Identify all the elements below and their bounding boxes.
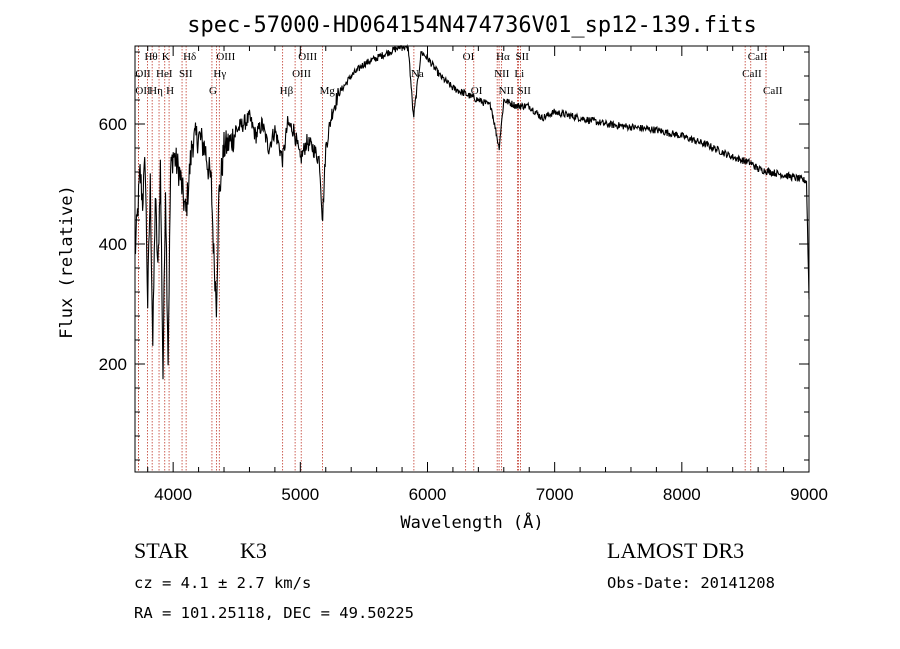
plot-frame bbox=[134, 45, 810, 473]
line-label-nii-20: NII bbox=[499, 85, 515, 97]
x-tick-label-4000: 4000 bbox=[154, 485, 192, 504]
coordinates: RA = 101.25118, DEC = 49.50225 bbox=[134, 604, 414, 622]
y-axis-label: Flux (relative) bbox=[57, 185, 77, 339]
spectral-line-labels: OII OII Hθ Hη HeI K SII H Hδ G Hγ OIII Hβ OIII OIII Mg N… bbox=[135, 51, 782, 97]
line-label-li-22: Li bbox=[514, 68, 524, 80]
line-label-hγ-10: Hγ bbox=[213, 68, 226, 80]
line-label-na-16: Na bbox=[411, 68, 424, 80]
line-label-h-7: H bbox=[166, 85, 174, 97]
line-label-caii-27: CaII bbox=[763, 85, 783, 97]
line-label-nii-19: NII bbox=[494, 68, 510, 80]
spectral-line-markers bbox=[138, 46, 767, 472]
x-tick-label-9000: 9000 bbox=[790, 485, 828, 504]
line-label-hδ-8: Hδ bbox=[183, 51, 196, 63]
chart-title: spec-57000-HD064154N474736V01_sp12-139.f… bbox=[187, 13, 757, 38]
line-label-caii-26: CaII bbox=[748, 51, 768, 63]
line-label-hei-4: HeI bbox=[156, 68, 173, 80]
x-tick-label-6000: 6000 bbox=[409, 485, 447, 504]
y-tick-label-400: 400 bbox=[99, 235, 127, 254]
line-label-g-9: G bbox=[209, 85, 217, 97]
line-label-oi-18: OI bbox=[471, 85, 483, 97]
x-axis-label: Wavelength (Å) bbox=[400, 511, 543, 533]
line-label-sii-6: SII bbox=[179, 68, 193, 80]
y-tick-label-600: 600 bbox=[99, 115, 127, 134]
x-tick-label-5000: 5000 bbox=[281, 485, 319, 504]
line-label-k-5: K bbox=[162, 51, 170, 63]
x-tick-label-8000: 8000 bbox=[663, 485, 701, 504]
line-label-sii-24: SII bbox=[517, 85, 531, 97]
line-label-oiii-11: OIII bbox=[216, 51, 235, 63]
line-label-sii-23: SII bbox=[516, 51, 530, 63]
line-label-oiii-14: OIII bbox=[298, 51, 317, 63]
x-tick-label-7000: 7000 bbox=[536, 485, 574, 504]
line-label-oii-1: OII bbox=[135, 85, 151, 97]
axis-ticks: 4000 5000 6000 7000 8000 9000 200 400 600 bbox=[99, 46, 828, 504]
line-label-hβ-12: Hβ bbox=[280, 85, 294, 97]
object-subclass: K3 bbox=[240, 538, 267, 563]
line-label-oiii-13: OIII bbox=[292, 68, 311, 80]
redshift-readout: cz = 4.1 ± 2.7 km/s bbox=[134, 574, 312, 592]
line-label-hα-21: Hα bbox=[496, 51, 510, 63]
line-label-mg-15: Mg bbox=[320, 85, 336, 97]
object-type: STAR bbox=[134, 538, 189, 563]
y-tick-label-200: 200 bbox=[99, 355, 127, 374]
line-label-hθ-2: Hθ bbox=[144, 51, 157, 63]
line-label-hη-3: Hη bbox=[149, 85, 163, 97]
line-label-oi-17: OI bbox=[463, 51, 475, 63]
line-label-oii-0: OII bbox=[135, 68, 151, 80]
line-label-caii-25: CaII bbox=[742, 68, 762, 80]
spectrum-line bbox=[134, 43, 810, 380]
survey-name: LAMOST DR3 bbox=[607, 538, 745, 563]
obs-date: Obs-Date: 20141208 bbox=[607, 574, 775, 592]
